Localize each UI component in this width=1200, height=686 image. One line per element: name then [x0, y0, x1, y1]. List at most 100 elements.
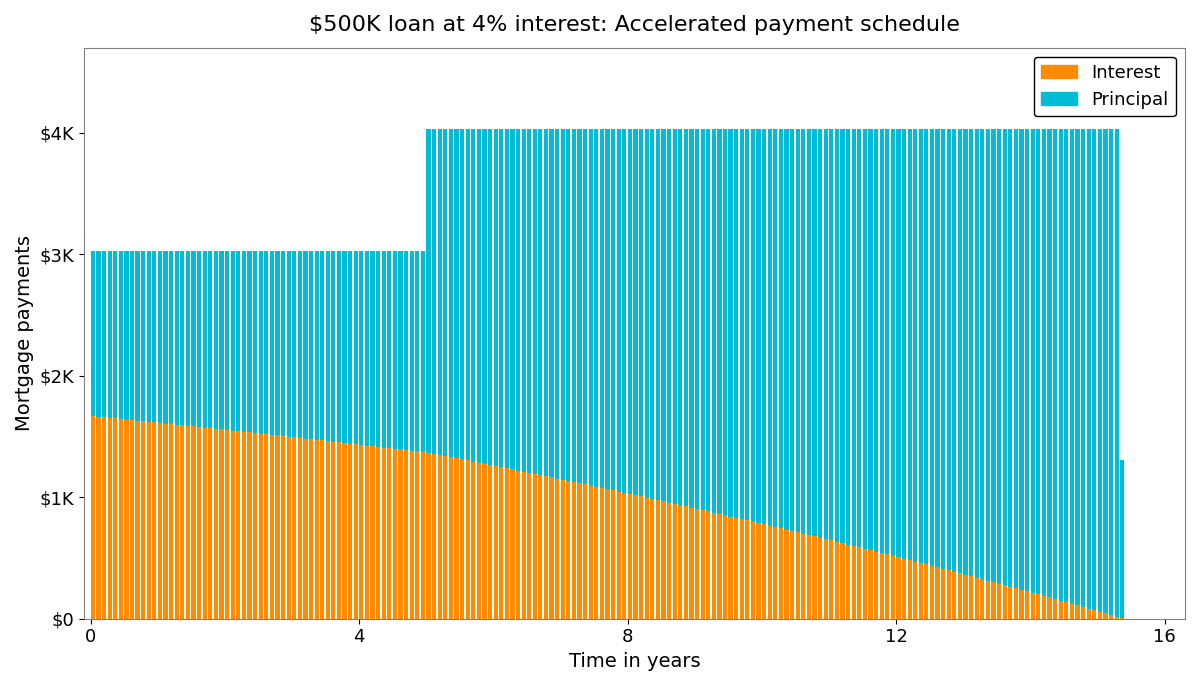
Bar	[991, 582, 996, 619]
Bar	[722, 129, 727, 515]
Bar	[913, 562, 917, 619]
Bar	[728, 129, 733, 517]
Bar	[152, 250, 156, 423]
Bar	[163, 250, 168, 423]
Bar	[499, 467, 503, 619]
Bar	[650, 499, 654, 619]
Bar	[466, 129, 469, 460]
Bar	[180, 425, 185, 619]
Bar	[857, 547, 862, 619]
Bar	[762, 524, 767, 619]
Bar	[1014, 129, 1018, 588]
Bar	[119, 419, 122, 619]
Bar	[264, 434, 269, 619]
Bar	[739, 129, 744, 519]
Bar	[986, 129, 990, 580]
Bar	[689, 129, 694, 508]
Bar	[684, 506, 688, 619]
Bar	[1025, 591, 1030, 619]
Bar	[472, 462, 475, 619]
Bar	[371, 446, 374, 619]
Bar	[169, 250, 173, 424]
Bar	[890, 129, 895, 556]
Bar	[655, 129, 660, 500]
Bar	[970, 129, 973, 576]
Bar	[829, 129, 833, 541]
Bar	[852, 129, 856, 546]
Bar	[1020, 590, 1024, 619]
Bar	[628, 494, 632, 619]
Bar	[572, 482, 576, 619]
Bar	[773, 129, 778, 527]
Bar	[449, 129, 452, 457]
Bar	[426, 129, 431, 453]
Bar	[476, 129, 481, 462]
Bar	[577, 483, 582, 619]
Bar	[292, 437, 296, 619]
Bar	[382, 447, 386, 619]
Bar	[482, 129, 486, 464]
Bar	[1052, 129, 1057, 599]
Bar	[1092, 610, 1097, 619]
Bar	[913, 129, 917, 562]
Bar	[964, 129, 967, 575]
Bar	[718, 129, 721, 514]
Bar	[623, 493, 626, 619]
Bar	[611, 129, 616, 490]
Bar	[890, 556, 895, 619]
Bar	[331, 250, 336, 442]
Bar	[550, 129, 553, 477]
Bar	[874, 129, 878, 552]
Bar	[980, 579, 984, 619]
Bar	[281, 250, 286, 436]
Bar	[236, 431, 240, 619]
Bar	[739, 519, 744, 619]
Bar	[974, 129, 979, 578]
Bar	[823, 539, 828, 619]
Bar	[672, 504, 677, 619]
Bar	[270, 435, 274, 619]
Bar	[253, 250, 257, 433]
Bar	[466, 460, 469, 619]
Bar	[197, 427, 202, 619]
Bar	[1103, 613, 1108, 619]
Bar	[812, 129, 817, 536]
Bar	[113, 418, 118, 619]
Bar	[594, 129, 599, 487]
Bar	[499, 129, 503, 467]
Bar	[510, 129, 515, 469]
Bar	[583, 129, 587, 484]
Bar	[919, 129, 923, 563]
Bar	[1003, 585, 1007, 619]
Bar	[718, 514, 721, 619]
Y-axis label: Mortgage payments: Mortgage payments	[14, 235, 34, 431]
Bar	[209, 250, 212, 428]
Bar	[505, 129, 509, 469]
Bar	[241, 250, 246, 431]
Bar	[1008, 129, 1013, 587]
Bar	[806, 129, 811, 535]
Bar	[180, 250, 185, 425]
Bar	[292, 250, 296, 437]
Bar	[247, 432, 252, 619]
Bar	[493, 466, 498, 619]
Bar	[102, 417, 106, 619]
Bar	[857, 129, 862, 547]
Bar	[365, 250, 370, 445]
Bar	[142, 250, 145, 421]
Bar	[1120, 460, 1124, 618]
Bar	[359, 445, 364, 619]
Bar	[1064, 602, 1068, 619]
Bar	[169, 424, 173, 619]
Bar	[701, 129, 704, 510]
Bar	[953, 571, 956, 619]
Bar	[308, 439, 313, 619]
Bar	[415, 451, 420, 619]
Bar	[1098, 612, 1102, 619]
Bar	[1031, 593, 1034, 619]
Bar	[214, 250, 218, 429]
Bar	[600, 129, 604, 488]
Bar	[846, 129, 850, 545]
Bar	[997, 129, 1001, 584]
Bar	[756, 523, 761, 619]
